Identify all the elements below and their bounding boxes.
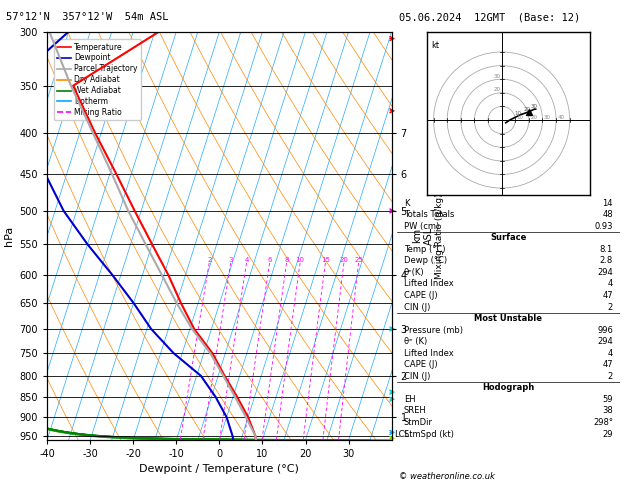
Text: 0.93: 0.93 [594, 222, 613, 231]
Text: 15: 15 [321, 257, 330, 263]
Text: 6: 6 [267, 257, 272, 263]
Text: 38: 38 [602, 406, 613, 416]
Y-axis label: km
ASL: km ASL [413, 226, 434, 245]
Text: 2: 2 [608, 302, 613, 312]
Text: 4: 4 [608, 349, 613, 358]
Text: 4: 4 [244, 257, 248, 263]
Text: 57°12'N  357°12'W  54m ASL: 57°12'N 357°12'W 54m ASL [6, 12, 169, 22]
Text: Dewp (°C): Dewp (°C) [404, 256, 447, 265]
Text: StmDir: StmDir [404, 418, 433, 427]
Text: 20: 20 [493, 87, 500, 92]
Text: 996: 996 [597, 326, 613, 335]
Text: Mixing Ratio (g/kg): Mixing Ratio (g/kg) [435, 193, 444, 278]
Text: 8.1: 8.1 [599, 245, 613, 254]
Text: CAPE (J): CAPE (J) [404, 291, 438, 300]
Text: 59: 59 [603, 395, 613, 404]
Text: Surface: Surface [490, 233, 526, 242]
Text: 30: 30 [493, 74, 500, 79]
Text: 2: 2 [608, 372, 613, 381]
Text: Totals Totals: Totals Totals [404, 210, 454, 219]
Text: Most Unstable: Most Unstable [474, 314, 542, 323]
Text: 47: 47 [603, 291, 613, 300]
Text: CIN (J): CIN (J) [404, 302, 430, 312]
Text: 3: 3 [228, 257, 233, 263]
Text: 48: 48 [603, 210, 613, 219]
Text: SREH: SREH [404, 406, 426, 416]
Text: 47: 47 [603, 360, 613, 369]
Text: 20: 20 [523, 106, 530, 111]
Text: 20: 20 [340, 257, 348, 263]
Text: Lifted Index: Lifted Index [404, 279, 454, 288]
Text: © weatheronline.co.uk: © weatheronline.co.uk [399, 472, 495, 481]
Text: 14: 14 [603, 199, 613, 208]
Text: 10: 10 [514, 111, 521, 116]
X-axis label: Dewpoint / Temperature (°C): Dewpoint / Temperature (°C) [140, 465, 299, 474]
Text: 2.8: 2.8 [599, 256, 613, 265]
Text: Pressure (mb): Pressure (mb) [404, 326, 463, 335]
Text: 294: 294 [597, 268, 613, 277]
Text: 8: 8 [284, 257, 289, 263]
Text: 298°: 298° [593, 418, 613, 427]
Text: 2: 2 [207, 257, 211, 263]
Text: 4: 4 [608, 279, 613, 288]
Text: 30: 30 [530, 104, 537, 109]
Text: CAPE (J): CAPE (J) [404, 360, 438, 369]
Text: 40: 40 [557, 115, 564, 120]
Legend: Temperature, Dewpoint, Parcel Trajectory, Dry Adiabat, Wet Adiabat, Isotherm, Mi: Temperature, Dewpoint, Parcel Trajectory… [55, 39, 141, 120]
Text: θᵉ (K): θᵉ (K) [404, 337, 427, 346]
Text: 29: 29 [603, 430, 613, 438]
Text: Hodograph: Hodograph [482, 383, 535, 392]
Text: 05.06.2024  12GMT  (Base: 12): 05.06.2024 12GMT (Base: 12) [399, 12, 581, 22]
Text: 10: 10 [296, 257, 304, 263]
Text: CIN (J): CIN (J) [404, 372, 430, 381]
Text: kt: kt [431, 41, 439, 50]
Text: LCL: LCL [394, 430, 409, 439]
Text: EH: EH [404, 395, 416, 404]
Text: 25: 25 [354, 257, 363, 263]
Text: 294: 294 [597, 337, 613, 346]
Text: StmSpd (kt): StmSpd (kt) [404, 430, 454, 438]
Y-axis label: hPa: hPa [4, 226, 14, 246]
Text: 20: 20 [530, 115, 537, 120]
Text: θᵉ(K): θᵉ(K) [404, 268, 425, 277]
Text: PW (cm): PW (cm) [404, 222, 439, 231]
Text: Lifted Index: Lifted Index [404, 349, 454, 358]
Text: 30: 30 [544, 115, 551, 120]
Text: Temp (°C): Temp (°C) [404, 245, 445, 254]
Text: K: K [404, 199, 409, 208]
Text: 10: 10 [516, 115, 523, 120]
